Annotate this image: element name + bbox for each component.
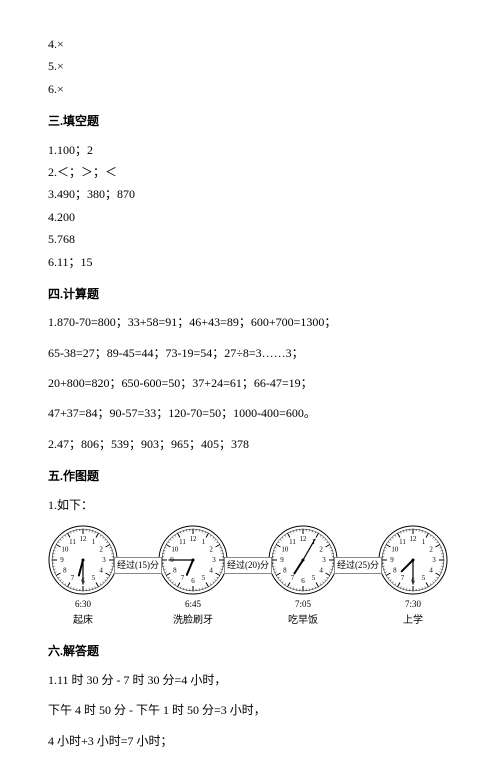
- clock-transition: 经过(15)分: [114, 557, 162, 574]
- svg-text:7: 7: [291, 574, 295, 582]
- svg-text:2: 2: [99, 546, 103, 554]
- clock-unit: 1234567891011126:30起床: [48, 525, 118, 629]
- svg-text:10: 10: [171, 546, 179, 554]
- svg-text:2: 2: [319, 546, 323, 554]
- svg-text:1: 1: [202, 538, 206, 546]
- svg-text:5: 5: [312, 574, 316, 582]
- svg-text:12: 12: [190, 535, 198, 543]
- svg-text:9: 9: [390, 556, 394, 564]
- s4-line: 20+800=820；650-600=50；37+24=61；66-47=19；: [48, 373, 452, 393]
- svg-text:2: 2: [209, 546, 213, 554]
- svg-text:8: 8: [283, 567, 287, 575]
- clocks-row: 1234567891011126:30起床经过(15)分123456789101…: [48, 525, 452, 629]
- s3-item: 5.768: [48, 229, 452, 249]
- svg-text:11: 11: [399, 538, 406, 546]
- section3-heading: 三.填空题: [48, 111, 452, 131]
- clock-time-label: 6:45: [185, 597, 201, 612]
- s6-line: 下午 4 时 50 分 - 下午 1 时 50 分=3 小时，: [48, 700, 452, 720]
- section6-heading: 六.解答题: [48, 641, 452, 661]
- section4-heading: 四.计算题: [48, 284, 452, 304]
- svg-text:3: 3: [102, 556, 106, 564]
- svg-text:6: 6: [301, 577, 305, 585]
- s6-line: 1.11 时 30 分 - 7 时 30 分=4 小时，: [48, 670, 452, 690]
- s6-line: 4 小时+3 小时=7 小时；: [48, 731, 452, 751]
- svg-text:6: 6: [191, 577, 195, 585]
- s3-item: 1.100；2: [48, 140, 452, 160]
- s3-item: 6.11；15: [48, 252, 452, 272]
- svg-text:12: 12: [80, 535, 88, 543]
- svg-text:8: 8: [173, 567, 177, 575]
- svg-text:5: 5: [92, 574, 96, 582]
- svg-text:9: 9: [280, 556, 284, 564]
- svg-text:2: 2: [429, 546, 433, 554]
- section2-tail: 4.× 5.× 6.×: [48, 34, 452, 99]
- section5-heading: 五.作图题: [48, 466, 452, 486]
- transition-label: 经过(15)分: [114, 557, 162, 574]
- svg-text:4: 4: [99, 567, 103, 575]
- s2-item: 4.×: [48, 34, 452, 54]
- clock-icon: 123456789101112: [378, 525, 448, 595]
- clock-name-label: 起床: [73, 612, 93, 629]
- section4-body: 1.870-70=800；33+58=91；46+43=89；600+700=1…: [48, 312, 452, 454]
- svg-text:3: 3: [432, 556, 436, 564]
- s3-item: 3.490；380；870: [48, 184, 452, 204]
- page: 4.× 5.× 6.× 三.填空题 1.100；2 2.＜；＞；＜ 3.490；…: [0, 0, 500, 781]
- svg-text:11: 11: [179, 538, 186, 546]
- clock-name-label: 吃早饭: [288, 612, 318, 629]
- s3-item: 4.200: [48, 207, 452, 227]
- section3-body: 1.100；2 2.＜；＞；＜ 3.490；380；870 4.200 5.76…: [48, 140, 452, 272]
- transition-label: 经过(25)分: [334, 557, 382, 574]
- section5-lead: 1.如下：: [48, 495, 452, 515]
- s4-line: 65-38=27；89-45=44；73-19=54；27÷8=3……3；: [48, 343, 452, 363]
- clock-name-label: 洗脸刷牙: [173, 612, 213, 629]
- svg-text:3: 3: [212, 556, 216, 564]
- svg-text:4: 4: [319, 567, 323, 575]
- svg-text:1: 1: [422, 538, 426, 546]
- s4-line: 1.870-70=800；33+58=91；46+43=89；600+700=1…: [48, 312, 452, 332]
- s2-item: 6.×: [48, 79, 452, 99]
- svg-text:5: 5: [202, 574, 206, 582]
- transition-label: 经过(20)分: [224, 557, 272, 574]
- svg-text:4: 4: [209, 567, 213, 575]
- svg-text:3: 3: [322, 556, 326, 564]
- svg-text:5: 5: [422, 574, 426, 582]
- clock-transition: 经过(25)分: [334, 557, 382, 574]
- s4-line: 2.47；806；539；903；965；405；378: [48, 434, 452, 454]
- svg-text:8: 8: [63, 567, 67, 575]
- clock-icon: 123456789101112: [158, 525, 228, 595]
- svg-text:7: 7: [71, 574, 75, 582]
- svg-text:11: 11: [69, 538, 76, 546]
- s3-item: 2.＜；＞；＜: [48, 162, 452, 182]
- svg-text:4: 4: [429, 567, 433, 575]
- svg-text:12: 12: [410, 535, 418, 543]
- clock-name-label: 上学: [403, 612, 423, 629]
- svg-text:7: 7: [181, 574, 185, 582]
- svg-text:10: 10: [61, 546, 69, 554]
- svg-text:1: 1: [92, 538, 96, 546]
- clock-time-label: 7:05: [295, 597, 311, 612]
- clock-icon: 123456789101112: [48, 525, 118, 595]
- s2-item: 5.×: [48, 56, 452, 76]
- svg-text:11: 11: [289, 538, 296, 546]
- clock-unit: 1234567891011127:05吃早饭: [268, 525, 338, 629]
- svg-text:10: 10: [391, 546, 399, 554]
- svg-text:10: 10: [281, 546, 289, 554]
- clock-unit: 1234567891011126:45洗脸刷牙: [158, 525, 228, 629]
- svg-text:8: 8: [393, 567, 397, 575]
- section6-body: 1.11 时 30 分 - 7 时 30 分=4 小时， 下午 4 时 50 分…: [48, 670, 452, 751]
- clock-icon: 123456789101112: [268, 525, 338, 595]
- clock-time-label: 7:30: [405, 597, 421, 612]
- clock-transition: 经过(20)分: [224, 557, 272, 574]
- svg-text:7: 7: [401, 574, 405, 582]
- svg-text:9: 9: [60, 556, 64, 564]
- clock-unit: 1234567891011127:30上学: [378, 525, 448, 629]
- s4-line: 47+37=84；90-57=33；120-70=50；1000-400=600…: [48, 403, 452, 423]
- clock-time-label: 6:30: [75, 597, 91, 612]
- svg-text:12: 12: [300, 535, 308, 543]
